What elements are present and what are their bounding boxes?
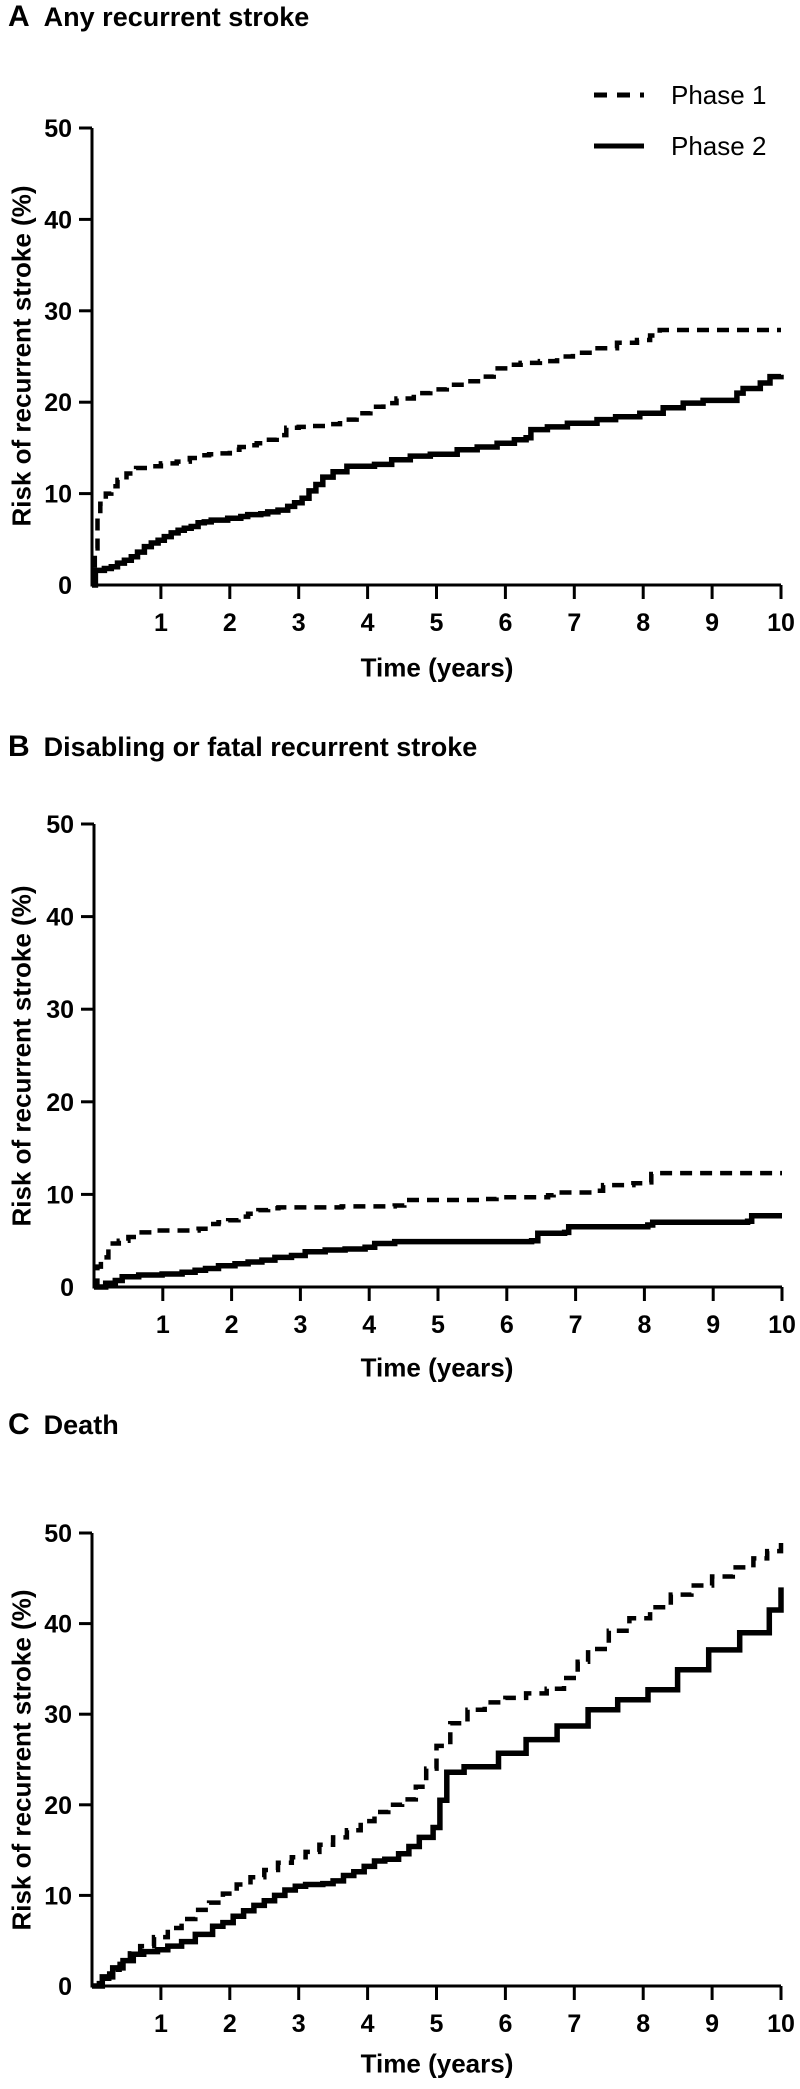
y-tick-label: 30 [44,1701,72,1729]
y-tick-label: 40 [44,1611,72,1639]
x-tick-label: 9 [705,609,719,637]
y-tick-label: 20 [44,389,72,417]
x-tick-label: 4 [361,2010,375,2038]
panel-c-x-axis-label: Time (years) [360,2048,514,2079]
y-tick-label: 50 [46,811,74,839]
x-tick-label: 6 [500,1311,514,1339]
panel-c-letter: C [8,1408,30,1441]
x-tick-label: 8 [636,609,650,637]
y-tick-label: 40 [46,904,74,932]
axes-lines [92,824,782,1289]
panel-b-title-text: Disabling or fatal recurrent stroke [43,732,478,762]
y-tick-label: 20 [44,1792,72,1820]
x-tick-label: 1 [154,609,168,637]
panel-a-plot: 0 10 20 30 40 50 1 2 3 4 5 6 7 8 9 10 [44,115,795,637]
phase-1-curve [94,1170,782,1290]
y-tick-label: 0 [60,1274,74,1302]
panel-b-letter: B [8,730,30,763]
x-tick-label: 9 [705,2010,719,2038]
phase-1-curve [92,1542,784,1989]
y-tick-label: 40 [44,206,72,234]
x-tick-label: 1 [156,1311,170,1339]
phase-2-solid-line-icon [594,143,644,149]
x-tick-label: 3 [292,2010,306,2038]
y-tick-label: 10 [46,1181,74,1209]
x-tick-label: 8 [637,1311,651,1339]
x-tick-label: 9 [706,1311,720,1339]
x-tick-label: 2 [223,609,237,637]
y-tick-label: 50 [44,115,72,143]
x-tick-label: 3 [292,609,306,637]
x-tick-label: 6 [498,2010,512,2038]
x-tick-label: 10 [767,2010,795,2038]
legend: Phase 1 Phase 2 [593,78,766,180]
y-tick-label: 0 [58,572,72,600]
y-tick-label: 10 [44,481,72,509]
x-tick-label: 2 [225,1311,239,1339]
x-tick-label: 4 [361,609,375,637]
panel-c-plot: 0 10 20 30 40 50 1 2 3 4 5 6 7 8 9 10 [44,1520,795,2038]
x-tick-label: 7 [569,1311,583,1339]
legend-item-phase-1: Phase 1 [593,78,766,112]
y-tick-label: 30 [44,298,72,326]
x-tick-label: 6 [498,609,512,637]
panel-a-title: A Any recurrent stroke [8,0,309,39]
x-tick-label: 4 [362,1311,376,1339]
phase-2-curve [94,1212,782,1290]
panel-c-title: C Death [8,1408,119,1447]
legend-item-phase-2: Phase 2 [593,129,766,163]
y-tick-label: 50 [44,1520,72,1548]
x-tick-label: 5 [431,1311,445,1339]
x-tick-label: 5 [430,609,444,637]
phase-1-dashed-line-icon [594,92,644,98]
panel-a-y-axis-label: Risk of recurrent stroke (%) [6,185,37,527]
axes-lines [90,128,781,587]
legend-label-phase-2: Phase 2 [671,130,767,161]
x-tick-label: 10 [768,1311,796,1339]
x-tick-label: 10 [767,609,795,637]
phase-2-curve [92,1587,784,1989]
panel-b-x-axis-label: Time (years) [360,1352,514,1383]
panel-b-plot: 0 10 20 30 40 50 1 2 3 4 5 6 7 8 9 10 [46,811,796,1339]
phase-1-curve [92,327,781,588]
legend-label-phase-1: Phase 1 [671,79,767,110]
panel-a-title-text: Any recurrent stroke [43,2,310,32]
x-tick-label: 5 [430,2010,444,2038]
y-tick-label: 10 [44,1882,72,1910]
panel-a-letter: A [8,0,30,33]
y-tick-label: 30 [46,996,74,1024]
x-tick-label: 7 [567,2010,581,2038]
y-tick-label: 20 [46,1089,74,1117]
panel-c-y-axis-label: Risk of recurrent stroke (%) [6,1589,37,1931]
x-tick-label: 1 [154,2010,168,2038]
x-tick-label: 2 [223,2010,237,2038]
x-tick-label: 3 [293,1311,307,1339]
y-tick-label: 0 [58,1973,72,2001]
panel-b-title: B Disabling or fatal recurrent stroke [8,730,477,769]
panel-c-title-text: Death [43,1410,119,1440]
panel-a-x-axis-label: Time (years) [360,652,514,683]
panel-b-y-axis-label: Risk of recurrent stroke (%) [6,885,37,1227]
x-tick-label: 8 [636,2010,650,2038]
phase-2-curve [92,373,784,588]
x-tick-label: 7 [567,609,581,637]
